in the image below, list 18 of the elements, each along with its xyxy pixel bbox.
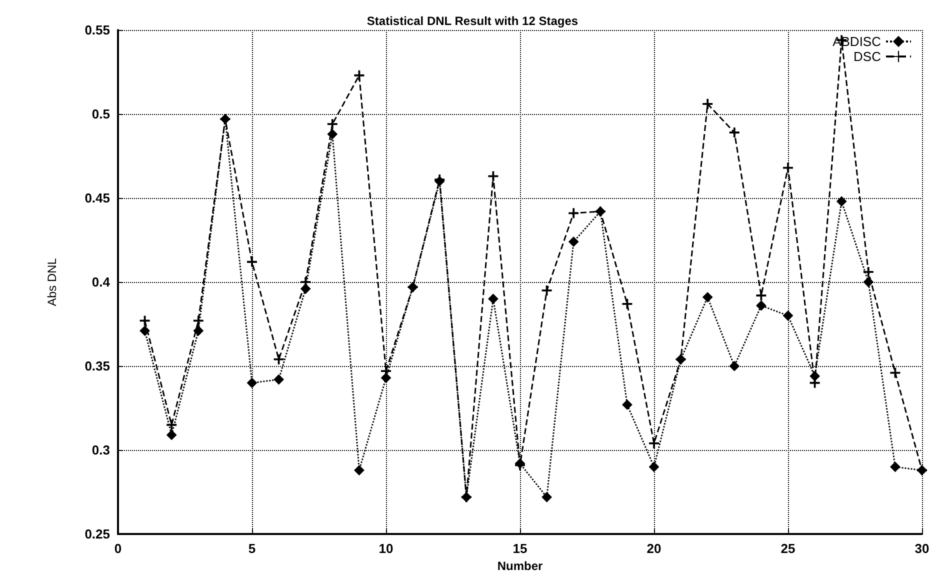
y-axis-title: Abs DNL [45,258,59,306]
x-tick-label: 0 [114,541,122,556]
chart-title: Statistical DNL Result with 12 Stages [366,14,578,28]
y-tick-label: 0.35 [84,358,110,374]
x-tick-label: 5 [248,541,256,556]
legend-label: DSC [854,49,881,64]
x-axis-title: Number [497,559,543,573]
x-tick-label: 25 [780,541,796,556]
y-tick-label: 0.4 [92,274,111,290]
x-tick-label: 30 [914,541,930,556]
y-tick-label: 0.3 [92,442,110,458]
y-tick-label: 0.25 [84,526,110,542]
y-tick-label: 0.55 [84,22,110,38]
y-tick-label: 0.5 [92,106,110,122]
x-tick-label: 20 [646,541,662,556]
x-tick-label: 15 [512,541,528,556]
x-tick-label: 10 [378,541,394,556]
y-tick-label: 0.45 [84,190,110,206]
